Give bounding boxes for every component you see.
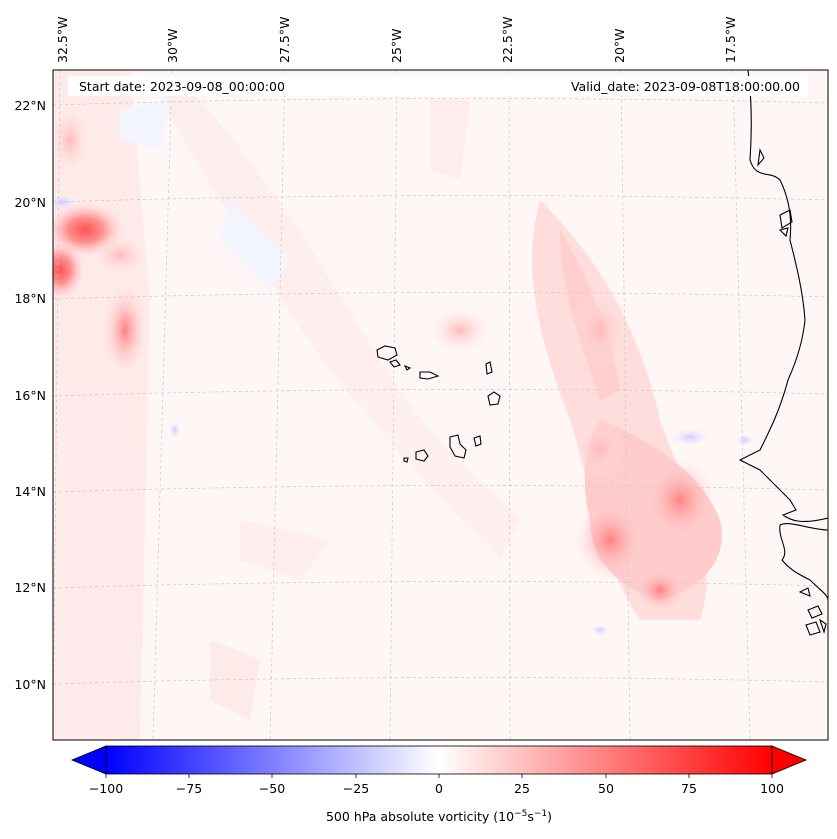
cb-tick-50: 50 bbox=[598, 781, 614, 796]
date-box bbox=[68, 76, 808, 96]
cb-tick-minus25: −25 bbox=[343, 781, 369, 796]
cb-tick-100: 100 bbox=[760, 781, 784, 796]
map-frame bbox=[52, 69, 829, 741]
cb-tick-75: 75 bbox=[681, 781, 697, 796]
start-date-label: Start date: 2023-09-08_00:00:00 bbox=[79, 79, 285, 94]
cb-tick-minus75: −75 bbox=[176, 781, 202, 796]
lon-label-25w: 25°W bbox=[389, 28, 404, 63]
lon-label-20w: 20°W bbox=[612, 28, 627, 63]
lat-label-12n: 12°N bbox=[14, 580, 46, 595]
coastlines bbox=[738, 70, 828, 636]
colorbar-title: 500 hPa absolute vorticity (10−5s−1) bbox=[326, 809, 552, 824]
lat-label-18n: 18°N bbox=[14, 291, 46, 306]
vorticity-field bbox=[53, 70, 755, 740]
colorbar-ticks bbox=[105, 774, 773, 778]
colorbar-low-extend bbox=[70, 745, 107, 775]
lon-label-22-5w: 22.5°W bbox=[500, 17, 515, 63]
cape-verde-islands bbox=[376, 345, 501, 463]
cb-tick-minus100: −100 bbox=[89, 781, 123, 796]
lat-label-14n: 14°N bbox=[14, 484, 46, 499]
valid-date-label: Valid_date: 2023-09-08T18:00:00.00 bbox=[571, 79, 800, 94]
colorbar-gradient bbox=[106, 746, 772, 774]
longitude-labels: 32.5°W 30°W 27.5°W 25°W 22.5°W 20°W 17.5… bbox=[55, 17, 738, 63]
lat-label-10n: 10°N bbox=[14, 677, 46, 692]
africa-coastline-south bbox=[779, 523, 828, 601]
lon-label-27-5w: 27.5°W bbox=[277, 17, 292, 63]
latitude-labels: 22°N 20°N 18°N 16°N 14°N 12°N 10°N bbox=[14, 98, 46, 692]
lon-label-30w: 30°W bbox=[165, 28, 180, 63]
cb-tick-25: 25 bbox=[514, 781, 530, 796]
colorbar-high-extend bbox=[771, 745, 808, 775]
map-panel: Start date: 2023-09-08_00:00:00 Valid_da… bbox=[53, 70, 828, 740]
map-background bbox=[53, 70, 828, 740]
cb-tick-minus50: −50 bbox=[259, 781, 285, 796]
gridlines bbox=[53, 70, 828, 740]
lat-label-20n: 20°N bbox=[14, 195, 46, 210]
colorbar: −100 −75 −50 −25 0 25 50 75 100 500 hPa … bbox=[70, 745, 808, 824]
lon-label-17-5w: 17.5°W bbox=[723, 17, 738, 63]
colorbar-tick-labels: −100 −75 −50 −25 0 25 50 75 100 bbox=[89, 781, 784, 796]
lat-label-16n: 16°N bbox=[14, 388, 46, 403]
lat-label-22n: 22°N bbox=[14, 98, 46, 113]
africa-coastline bbox=[738, 70, 828, 522]
lon-label-32-5w: 32.5°W bbox=[55, 17, 70, 63]
cb-tick-0: 0 bbox=[435, 781, 443, 796]
